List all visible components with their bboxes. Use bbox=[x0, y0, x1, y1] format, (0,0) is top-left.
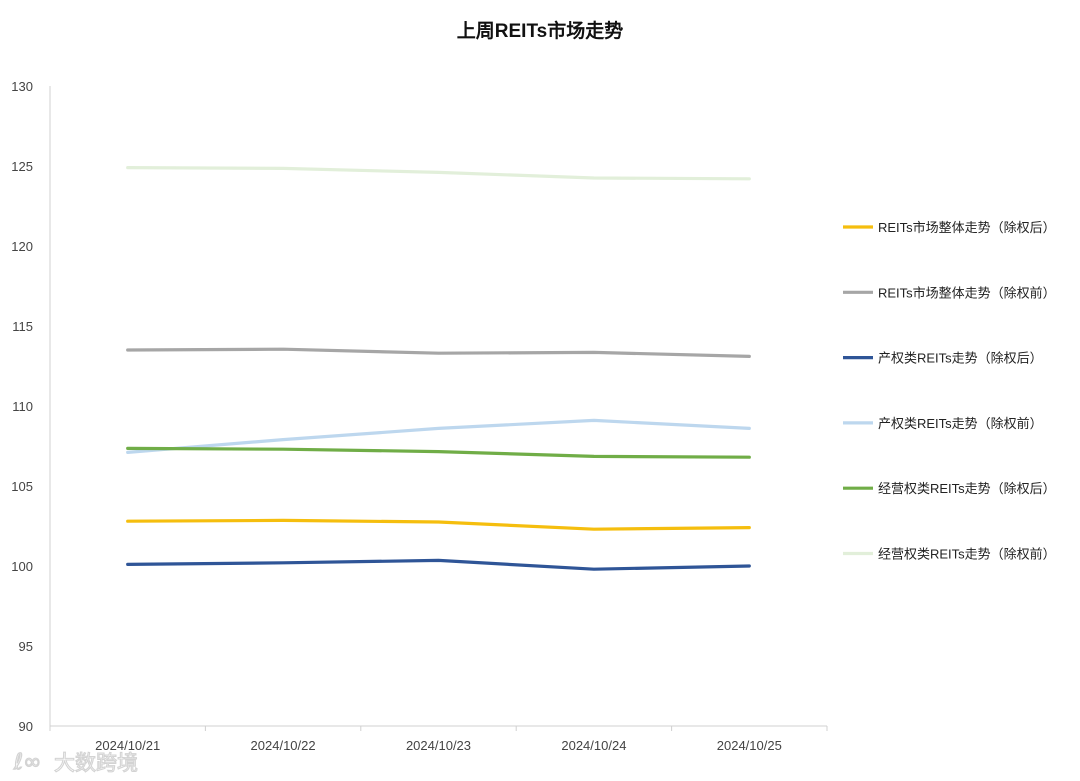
legend-label-5: 经营权类REITs走势（除权后） bbox=[878, 481, 1056, 496]
axes bbox=[49, 86, 828, 731]
y-tick-label: 90 bbox=[19, 719, 33, 734]
y-axis-ticks: 90 95 100 105 110 115 120 125 130 bbox=[11, 79, 33, 734]
series-line-4 bbox=[126, 418, 751, 454]
y-tick-label: 95 bbox=[19, 639, 33, 654]
y-tick-label: 100 bbox=[11, 559, 33, 574]
y-tick-label: 105 bbox=[11, 479, 33, 494]
y-tick-label: 110 bbox=[12, 399, 33, 414]
y-tick-label: 120 bbox=[11, 239, 33, 254]
series-line-5 bbox=[126, 446, 751, 459]
y-tick-label: 130 bbox=[11, 79, 33, 94]
y-tick-label: 125 bbox=[11, 159, 33, 174]
legend-label-3: 产权类REITs走势（除权后） bbox=[878, 351, 1043, 366]
watermark-logo-icon: ℓ∞ 大数跨境 bbox=[12, 749, 138, 775]
x-tick-label: 2024/10/24 bbox=[561, 738, 626, 753]
series-lines bbox=[126, 166, 751, 571]
series-line-1 bbox=[126, 518, 751, 531]
legend-label-6: 经营权类REITs走势（除权前） bbox=[878, 547, 1056, 562]
y-tick-label: 115 bbox=[12, 319, 33, 334]
x-tick-label: 2024/10/25 bbox=[717, 738, 782, 753]
legend-label-4: 产权类REITs走势（除权前） bbox=[878, 416, 1043, 431]
legend-label-1: REITs市场整体走势（除权后） bbox=[878, 220, 1056, 235]
svg-text:ℓ∞: ℓ∞ bbox=[13, 750, 41, 775]
legend: REITs市场整体走势（除权后） REITs市场整体走势（除权前） 产权类REITs… bbox=[843, 220, 1056, 562]
series-line-6 bbox=[126, 166, 751, 181]
x-tick-label: 2024/10/22 bbox=[251, 738, 316, 753]
x-tick-label: 2024/10/23 bbox=[406, 738, 471, 753]
legend-label-2: REITs市场整体走势（除权前） bbox=[878, 285, 1056, 300]
watermark-text: 大数跨境 bbox=[54, 751, 138, 775]
series-line-2 bbox=[126, 347, 751, 358]
x-tick-label: 2024/10/21 bbox=[95, 738, 160, 753]
chart-title: 上周REITs市场走势 bbox=[457, 19, 623, 42]
series-line-3 bbox=[126, 558, 751, 571]
x-axis-ticks: 2024/10/21 2024/10/22 2024/10/23 2024/10/24… bbox=[95, 738, 782, 753]
